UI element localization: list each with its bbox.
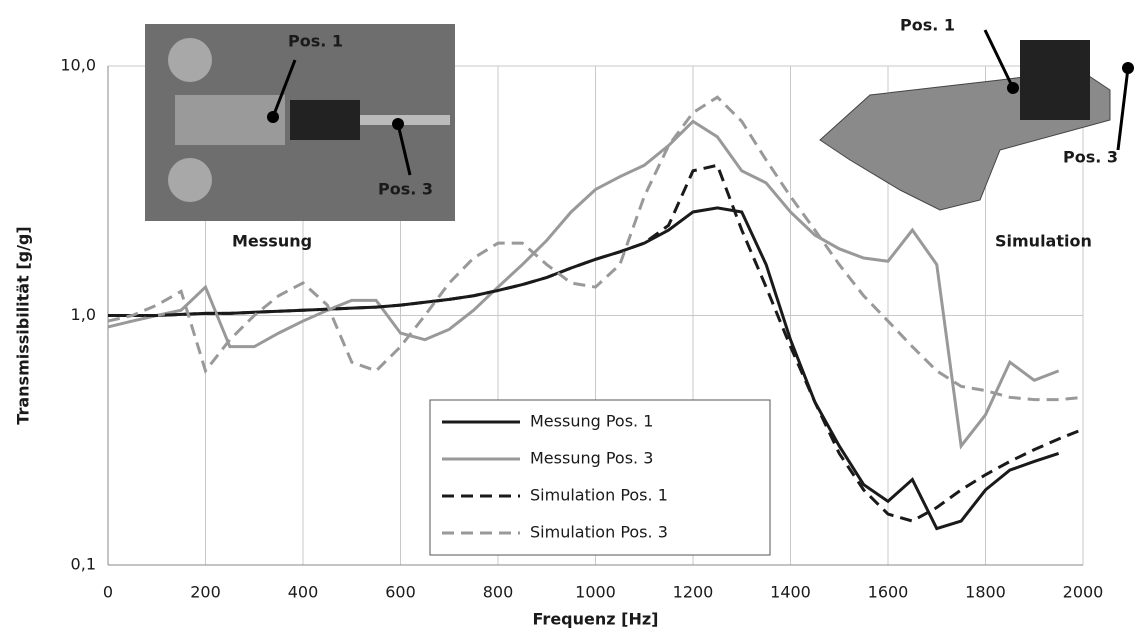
x-axis-label: Frequenz [Hz] (533, 610, 659, 629)
photo-measurement (145, 24, 455, 221)
annotation: Messung (232, 232, 312, 251)
y-axis-label: Transmissibilität [g/g] (14, 226, 33, 424)
x-tick-label: 400 (288, 583, 319, 602)
x-tick-label: 1600 (868, 583, 909, 602)
y-tick-label: 0,1 (71, 555, 96, 574)
legend-label: Simulation Pos. 1 (530, 486, 668, 505)
legend-box (429, 399, 771, 556)
x-tick-label: 600 (385, 583, 416, 602)
x-tick-label: 1200 (673, 583, 714, 602)
series-line (107, 119, 1060, 450)
legend: Messung Pos. 1 Messung Pos. 3 Simulation P… (429, 399, 771, 556)
legend-label: Messung Pos. 3 (530, 449, 653, 468)
x-tick-label: 800 (483, 583, 514, 602)
annotation: Pos. 3 (1063, 148, 1118, 167)
x-tick-label: 200 (190, 583, 221, 602)
annotation: Pos. 1 (900, 16, 955, 35)
legend-label: Simulation Pos. 3 (530, 523, 668, 542)
annotation: Pos. 3 (378, 180, 433, 199)
x-tick-label: 2000 (1063, 583, 1104, 602)
x-tick-label: 0 (103, 583, 113, 602)
x-tick-label: 1000 (575, 583, 616, 602)
model-simulation (819, 29, 1134, 211)
x-tick-label: 1800 (965, 583, 1006, 602)
annotation: Simulation (995, 232, 1092, 251)
series-line (108, 163, 1084, 523)
series-line (107, 95, 1084, 402)
x-tick-label: 1400 (770, 583, 811, 602)
legend-label: Messung Pos. 1 (530, 412, 653, 431)
annotation: Pos. 1 (288, 32, 343, 51)
y-tick-label: 10,0 (60, 56, 96, 75)
y-tick-label: 1,0 (71, 305, 96, 324)
